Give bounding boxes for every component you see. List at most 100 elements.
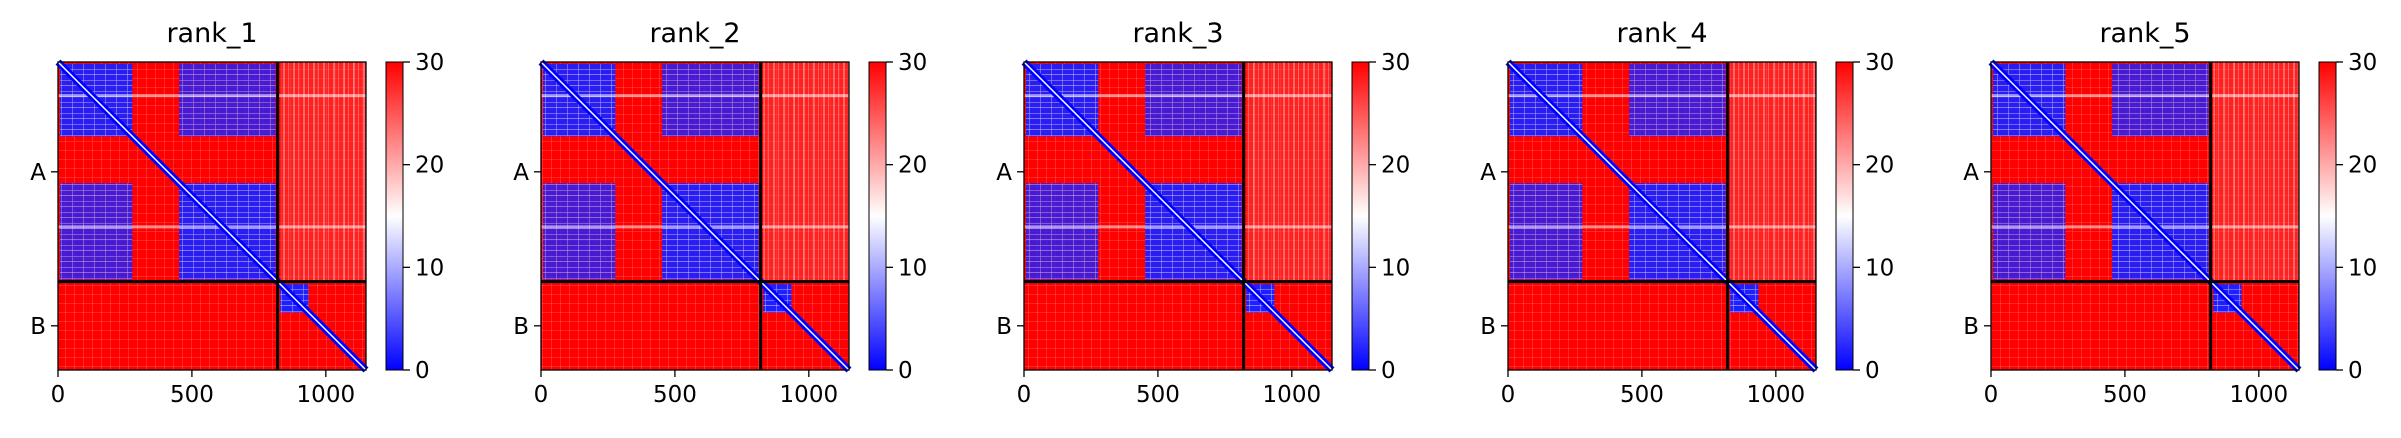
colorbar-tick-label: 0: [2348, 358, 2363, 384]
colorbar: [386, 62, 403, 370]
x-tick-label: 500: [1620, 382, 1664, 408]
y-tick-label: A: [513, 160, 529, 186]
x-tick-label: 0: [51, 382, 66, 408]
heatmap-diagonal-core: [540, 61, 850, 371]
panel-title: rank_5: [2099, 18, 2190, 49]
colorbar: [1352, 62, 1369, 370]
colorbar-tick-label: 0: [898, 358, 913, 384]
plot-frame: [1990, 61, 2300, 371]
plot-frame: [540, 61, 850, 371]
x-tick-label: 1000: [780, 382, 839, 408]
colorbar-tick-label: 10: [415, 255, 444, 281]
colorbar-tick-label: 30: [1865, 50, 1894, 76]
y-tick-label: A: [1963, 160, 1979, 186]
heatmap-seam: [58, 225, 366, 229]
heatmap-domain-block: [2112, 64, 2209, 137]
colorbar-tick-label: 10: [898, 255, 927, 281]
colorbar: [869, 62, 886, 370]
plot-frame: [1023, 61, 1333, 371]
panel-rank_2: rank_2 0 500 1000 A B 0 10 20 30: [513, 18, 927, 408]
x-tick-label: 1000: [1747, 382, 1806, 408]
heatmap-diagonal-core: [1023, 61, 1333, 371]
y-tick-label: B: [1480, 314, 1496, 340]
panel-title: rank_4: [1616, 18, 1707, 49]
colorbar: [2319, 62, 2336, 370]
x-tick-label: 0: [1501, 382, 1516, 408]
y-tick-label: B: [1963, 314, 1979, 340]
x-tick-label: 0: [1984, 382, 1999, 408]
heatmap-seam: [1508, 225, 1816, 229]
heatmap-seam: [1991, 94, 2299, 98]
colorbar-tick-label: 30: [415, 50, 444, 76]
panel-rank_4: rank_4 0 500 1000 A B 0 10 20 30: [1480, 18, 1894, 408]
heatmap-seam: [1024, 94, 1332, 98]
heatmap-domain-block: [179, 64, 276, 137]
heatmap-domain-block: [662, 64, 759, 137]
colorbar-tick-label: 0: [415, 358, 430, 384]
heatmap-seam: [541, 225, 849, 229]
colorbar-tick-label: 20: [898, 153, 927, 179]
panel-rank_3: rank_3 0 500 1000 A B 0 10 20 30: [996, 18, 1410, 408]
heatmap-domain-block: [1026, 183, 1099, 280]
x-tick-label: 500: [653, 382, 697, 408]
colorbar-frame: [1351, 61, 1370, 371]
y-tick-label: B: [996, 314, 1012, 340]
heatmap-cross-chain-stripes: [763, 62, 849, 282]
y-tick-label: A: [30, 160, 46, 186]
colorbar-frame: [1835, 61, 1854, 371]
x-tick-label: 500: [170, 382, 214, 408]
x-tick-label: 1000: [297, 382, 356, 408]
heatmap-diagonal-core: [1990, 61, 2300, 371]
heatmap-seam: [1508, 94, 1816, 98]
y-tick-label: A: [996, 160, 1012, 186]
x-tick-label: 1000: [1263, 382, 1322, 408]
heatmap-domain-block: [1510, 183, 1583, 280]
colorbar-frame: [385, 61, 404, 371]
colorbar-frame: [868, 61, 887, 371]
heatmap-seam: [541, 94, 849, 98]
colorbar: [1836, 62, 1853, 370]
colorbar-tick-label: 20: [1865, 153, 1894, 179]
colorbar-tick-label: 30: [898, 50, 927, 76]
x-tick-label: 0: [534, 382, 549, 408]
colorbar-tick-label: 30: [2348, 50, 2377, 76]
heatmap-domain-block: [543, 183, 616, 280]
panel-title: rank_1: [166, 18, 257, 49]
heatmap-diagonal-core: [1507, 61, 1817, 371]
heatmap-diagonal-core: [57, 61, 367, 371]
panel-title: rank_3: [1132, 18, 1223, 49]
heatmap-cross-chain-stripes: [2213, 62, 2299, 282]
colorbar-tick-label: 0: [1381, 358, 1396, 384]
y-tick-label: B: [513, 314, 529, 340]
panel-rank_5: rank_5 0 500 1000 A B 0 10 20 30: [1963, 18, 2377, 408]
heatmap-seam: [1024, 225, 1332, 229]
colorbar-tick-label: 10: [1381, 255, 1410, 281]
heatmap-domain-block: [1145, 64, 1242, 137]
colorbar-tick-label: 20: [2348, 153, 2377, 179]
x-tick-label: 0: [1017, 382, 1032, 408]
colorbar-frame: [2318, 61, 2337, 371]
plot-frame: [1507, 61, 1817, 371]
heatmap-cross-chain-stripes: [280, 62, 366, 282]
colorbar-tick-label: 20: [415, 153, 444, 179]
y-tick-label: B: [30, 314, 46, 340]
x-tick-label: 500: [1136, 382, 1180, 408]
colorbar-tick-label: 20: [1381, 153, 1410, 179]
colorbar-tick-label: 10: [2348, 255, 2377, 281]
heatmap-seam: [58, 94, 366, 98]
colorbar-tick-label: 30: [1381, 50, 1410, 76]
heatmap-seam: [1991, 225, 2299, 229]
heatmap-domain-block: [1629, 64, 1726, 137]
x-tick-label: 1000: [2230, 382, 2289, 408]
panel-title: rank_2: [649, 18, 740, 49]
heatmap-cross-chain-stripes: [1730, 62, 1816, 282]
colorbar-tick-label: 0: [1865, 358, 1880, 384]
x-tick-label: 500: [2103, 382, 2147, 408]
y-tick-label: A: [1480, 160, 1496, 186]
heatmap-domain-block: [60, 183, 133, 280]
heatmap-domain-block: [1993, 183, 2066, 280]
plot-frame: [57, 61, 367, 371]
heatmap-cross-chain-stripes: [1246, 62, 1332, 282]
panel-rank_1: rank_1 0 500 1000 A B 0 10 20 30: [30, 18, 444, 408]
